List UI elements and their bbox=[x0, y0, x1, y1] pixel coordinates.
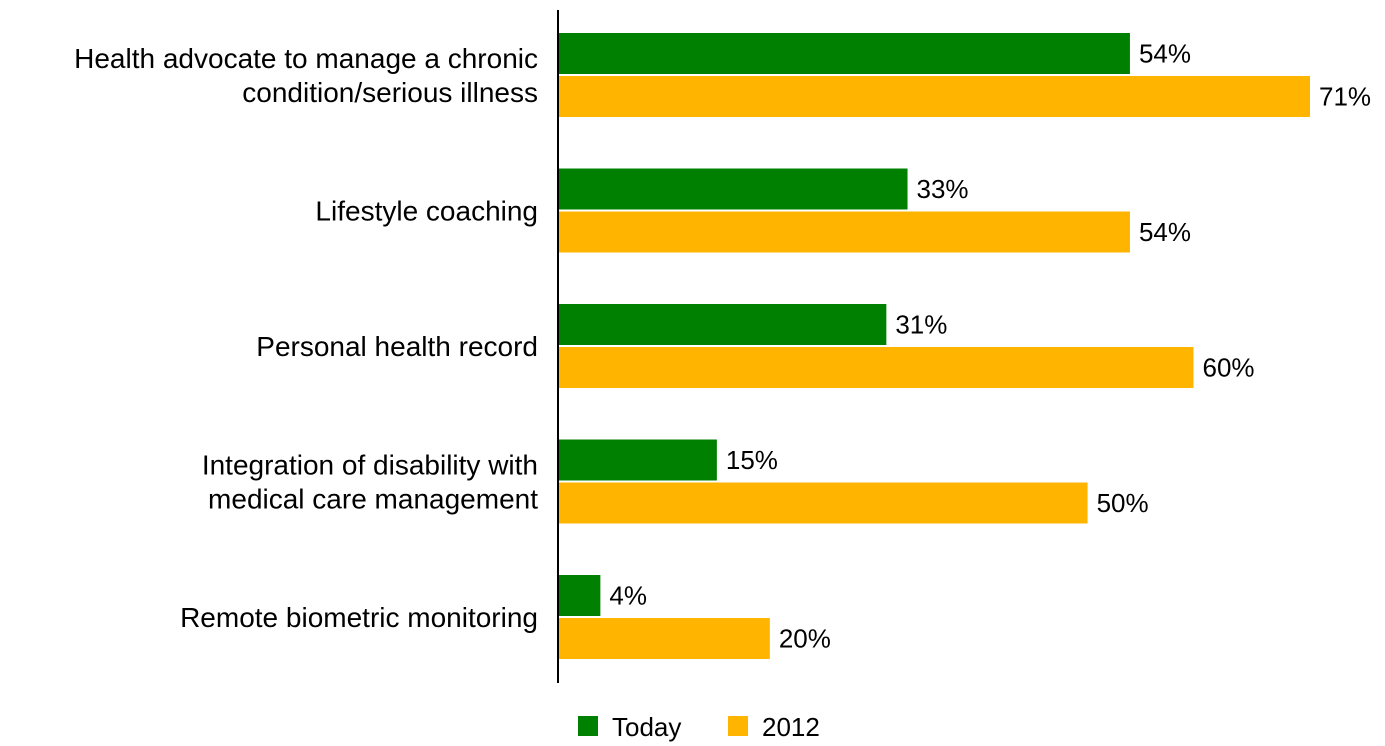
bar-2012-0 bbox=[558, 76, 1310, 117]
category-label-0-line-1: condition/serious illness bbox=[242, 77, 538, 108]
bar-today-0 bbox=[558, 33, 1130, 74]
value-label-2012-3: 50% bbox=[1097, 488, 1149, 518]
value-label-2012-4: 20% bbox=[779, 624, 831, 654]
bar-today-4 bbox=[558, 575, 601, 616]
category-label-3-line-0: Integration of disability with bbox=[202, 450, 538, 481]
bar-2012-2 bbox=[558, 347, 1194, 388]
value-labels: 54% 71% 33% 54% 31% 60% 15% 50% 4% 20% bbox=[609, 39, 1371, 654]
category-label-1-line-0: Lifestyle coaching bbox=[315, 196, 538, 227]
value-label-2012-1: 54% bbox=[1139, 217, 1191, 247]
category-label-0-line-0: Health advocate to manage a chronic bbox=[74, 43, 538, 74]
bar-2012-4 bbox=[558, 618, 770, 659]
legend: Today 2012 bbox=[578, 712, 820, 742]
category-label-4-line-0: Remote biometric monitoring bbox=[180, 602, 538, 633]
legend-label-2012: 2012 bbox=[762, 712, 820, 742]
legend-swatch-2012 bbox=[728, 716, 748, 736]
bars-layer bbox=[558, 33, 1310, 659]
value-label-2012-0: 71% bbox=[1319, 82, 1371, 112]
bar-2012-1 bbox=[558, 211, 1130, 253]
category-labels: Health advocate to manage a chroniccondi… bbox=[74, 43, 538, 633]
bar-today-2 bbox=[558, 304, 887, 345]
value-label-today-0: 54% bbox=[1139, 39, 1191, 69]
value-label-today-1: 33% bbox=[917, 174, 969, 204]
value-label-today-4: 4% bbox=[609, 581, 647, 611]
bar-today-1 bbox=[558, 168, 908, 210]
category-label-3-line-1: medical care management bbox=[208, 484, 538, 515]
legend-swatch-today bbox=[578, 716, 598, 736]
category-label-2-line-0: Personal health record bbox=[256, 331, 538, 362]
legend-label-today: Today bbox=[612, 712, 681, 742]
bar-2012-3 bbox=[558, 482, 1088, 524]
bar-today-3 bbox=[558, 439, 717, 481]
value-label-today-2: 31% bbox=[895, 310, 947, 340]
value-label-today-3: 15% bbox=[726, 445, 778, 475]
value-label-2012-2: 60% bbox=[1202, 353, 1254, 383]
